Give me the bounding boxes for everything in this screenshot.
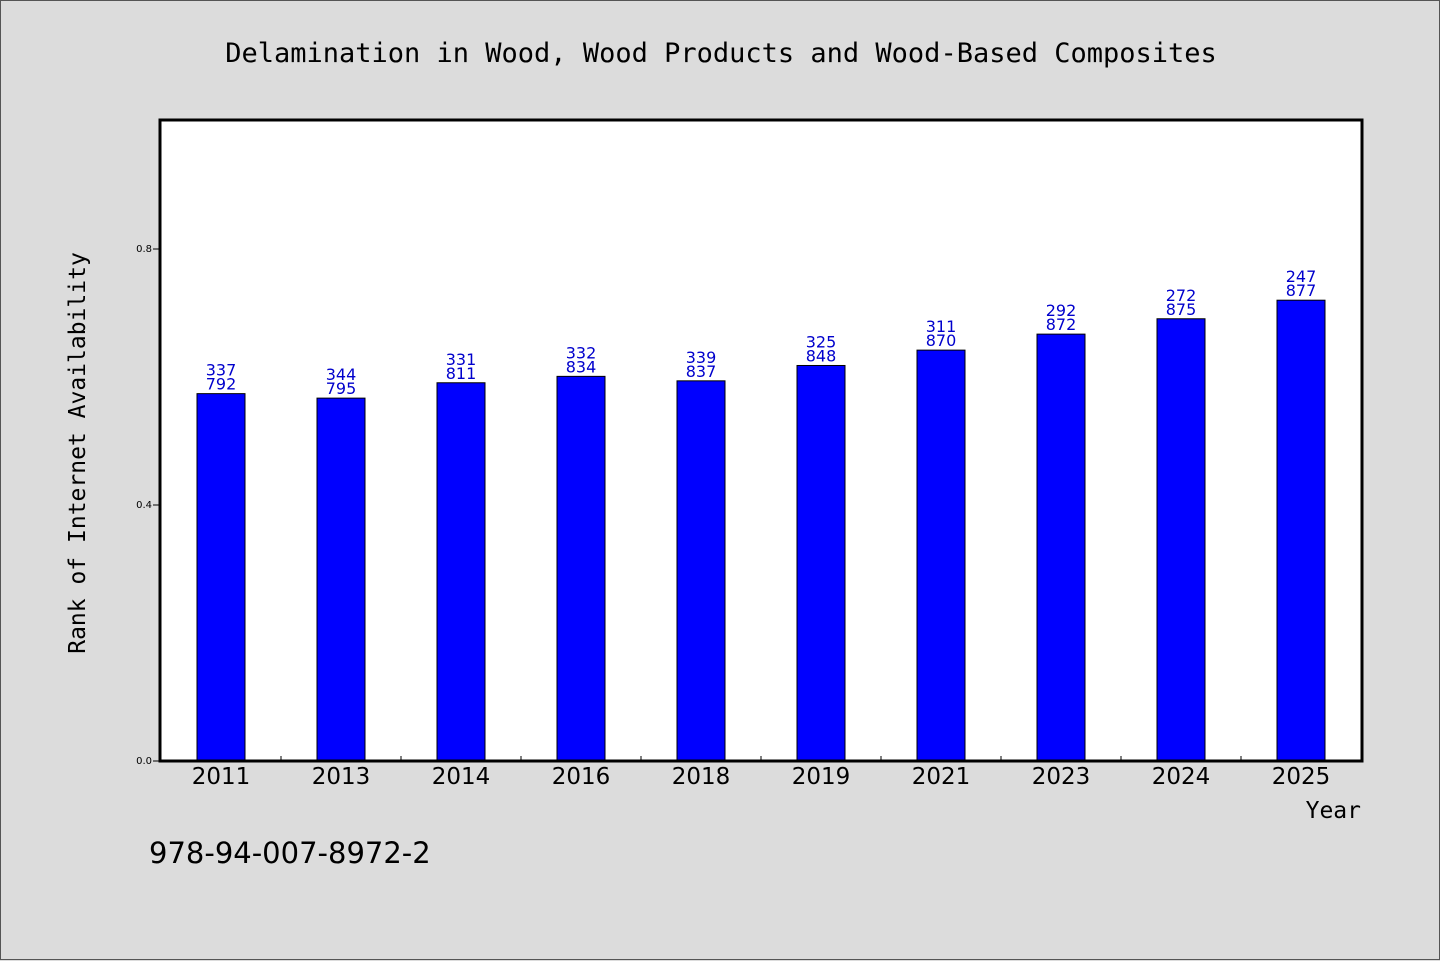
- x-axis-label: Year: [1306, 798, 1361, 824]
- bar-data-label-lower: 795: [326, 379, 357, 398]
- x-axis: 2011 2013 2014 2016 2018 2019 2021 2023 2024 2025: [192, 756, 1331, 790]
- bar-data-label-upper: 292: [1046, 301, 1077, 320]
- y-tick-label: 0.8: [136, 244, 152, 255]
- y-tick-label: 0.4: [136, 500, 152, 511]
- bar-data-label-lower: 872: [1046, 315, 1077, 334]
- bar-data-label-upper: 344: [326, 365, 357, 384]
- chart-title: Delamination in Wood, Wood Products and …: [225, 38, 1217, 69]
- bar-2014: [436, 382, 486, 762]
- bar-2011: [196, 393, 246, 762]
- x-tick-label: 2025: [1272, 764, 1331, 790]
- x-tick-label: 2013: [312, 764, 371, 790]
- bar-2018: [676, 380, 726, 762]
- bar-data-label-lower: 870: [926, 331, 957, 350]
- bar-2013: [316, 397, 366, 762]
- x-tick-label: 2019: [792, 764, 851, 790]
- x-tick-label: 2024: [1152, 764, 1211, 790]
- y-axis-label: Rank of Internet Availability: [65, 252, 91, 654]
- bar-data-label-upper: 337: [206, 361, 237, 380]
- x-tick-label: 2023: [1032, 764, 1091, 790]
- bar-data-label-lower: 875: [1166, 300, 1197, 319]
- x-tick-label: 2018: [672, 764, 731, 790]
- data-labels-group: 3377923447953318113328343398373258483118…: [206, 267, 1317, 398]
- bar-data-label-lower: 792: [206, 375, 237, 394]
- bar-2016: [556, 375, 606, 762]
- bar-data-label-lower: 877: [1286, 281, 1317, 300]
- bar-data-label-upper: 332: [566, 343, 597, 362]
- bar-data-label-upper: 247: [1286, 267, 1317, 286]
- y-axis: 0.0 0.4 0.8: [136, 244, 161, 767]
- bar-data-label-lower: 834: [566, 357, 597, 376]
- bar-data-label-lower: 848: [806, 346, 837, 365]
- bar-data-label-lower: 811: [446, 364, 477, 383]
- bar-2025: [1276, 299, 1326, 762]
- bar-2024: [1156, 318, 1206, 762]
- x-tick-label: 2021: [912, 764, 971, 790]
- bar-2019: [796, 364, 846, 762]
- bar-data-label-upper: 331: [446, 350, 477, 369]
- x-tick-label: 2016: [552, 764, 611, 790]
- bar-data-label-upper: 311: [926, 317, 957, 336]
- x-tick-label: 2011: [192, 764, 251, 790]
- bar-data-label-upper: 272: [1166, 286, 1197, 305]
- bar-data-label-upper: 325: [806, 332, 837, 351]
- x-tick-label: 2014: [432, 764, 491, 790]
- bar-2023: [1036, 333, 1086, 762]
- bar-data-label-lower: 837: [686, 362, 717, 381]
- plot-border: [158, 118, 1364, 763]
- y-tick-label: 0.0: [136, 756, 152, 767]
- isbn-footnote: 978-94-007-8972-2: [149, 836, 431, 870]
- bars-group: [196, 299, 1326, 762]
- bar-data-label-upper: 339: [686, 348, 717, 367]
- bar-2021: [916, 349, 966, 762]
